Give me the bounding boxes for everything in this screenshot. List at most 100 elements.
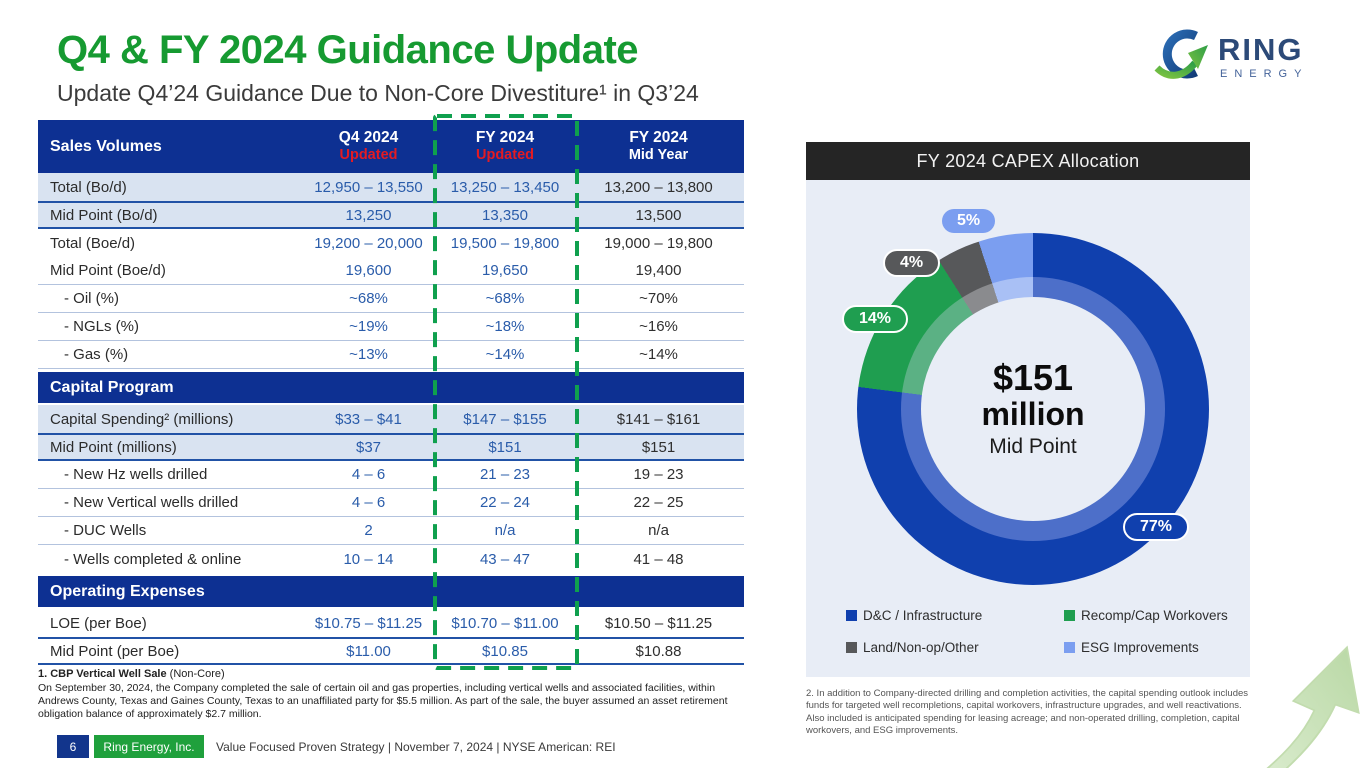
footnote-1: 1. CBP Vertical Well Sale (Non-Core) On …: [38, 668, 744, 721]
cell-value: ~18%: [485, 318, 525, 335]
page-title: Q4 & FY 2024 Guidance Update: [57, 28, 639, 72]
chart-title: FY 2024 CAPEX Allocation: [806, 142, 1250, 180]
table-header-sales-volumes: Sales Volumes: [50, 137, 162, 155]
cell-value: $147 – $155: [463, 410, 547, 428]
guidance-table-body: Total (Bo/d) 12,950 – 13,550 13,250 – 13,4…: [38, 173, 744, 665]
table-row: - Wells completed & online 10 – 14 43 – 47…: [38, 545, 744, 573]
cell-value: 13,500: [635, 206, 682, 224]
slide-footer: 6 Ring Energy, Inc. Value Focused Proven…: [57, 735, 616, 758]
table-header-fy-2024-updated: FY 2024 Updated: [437, 129, 573, 165]
donut-label-esg: 5%: [942, 209, 996, 233]
row-label: - Gas (%): [64, 346, 129, 363]
table-row: Total (Bo/d) 12,950 – 13,550 13,250 – 13,4…: [38, 173, 744, 201]
legend-item: Recomp/Cap Workovers: [1064, 608, 1242, 623]
cell-value: 19 – 23: [633, 466, 684, 483]
cell-value: $151: [641, 438, 676, 456]
cell-value: ~19%: [349, 318, 388, 335]
legend-label: D&C / Infrastructure: [863, 608, 983, 623]
cell-value: 19,500 – 19,800: [450, 234, 560, 252]
cell-value: 19,650: [482, 262, 528, 279]
legend-swatch-icon: [846, 642, 857, 653]
updated-flag: Updated: [339, 147, 398, 164]
footnote-1-title: 1. CBP Vertical Well Sale: [38, 668, 167, 680]
table-section-header: Capital Program: [38, 372, 744, 403]
legend-label: Land/Non-op/Other: [863, 640, 979, 655]
cell-value: 22 – 24: [479, 494, 531, 511]
logo-name: RING: [1218, 31, 1304, 67]
table-row: Total (Boe/d) 19,200 – 20,000 19,500 – 19,…: [38, 229, 744, 257]
donut-label-land: 4%: [883, 249, 941, 277]
donut-label-recomp: 14%: [842, 305, 909, 333]
cell-value: 10 – 14: [343, 550, 394, 568]
table-header-q4-2024: Q4 2024 Updated: [300, 129, 437, 165]
legend-swatch-icon: [846, 610, 857, 621]
donut-label-dc: 77%: [1123, 513, 1190, 541]
cell-value: 22 – 25: [633, 494, 684, 511]
cell-value: 12,950 – 13,550: [314, 178, 423, 196]
row-label: Capital Spending² (millions): [50, 410, 234, 428]
row-label: - NGLs (%): [64, 318, 139, 335]
cell-value: ~14%: [485, 346, 525, 363]
center-value: $151: [992, 356, 1074, 398]
cell-value: 19,200 – 20,000: [314, 234, 423, 252]
row-label: Mid Point (Bo/d): [50, 206, 158, 224]
cell-value: 13,200 – 13,800: [604, 178, 713, 196]
row-label: LOE (per Boe): [50, 614, 147, 632]
page-number: 6: [57, 735, 89, 758]
cell-value: $37: [355, 438, 382, 456]
table-row: Mid Point (per Boe) $11.00 $10.85 $10.88: [38, 637, 744, 665]
cell-value: 13,350: [482, 206, 528, 224]
table-row: Mid Point (Boe/d) 19,600 19,650 19,400: [38, 257, 744, 285]
footnote-2: 2. In addition to Company-directed drill…: [806, 688, 1249, 737]
footnote-1-body: On September 30, 2024, the Company compl…: [38, 682, 728, 721]
cell-value: $10.75 – $11.25: [314, 614, 423, 632]
cell-value: $141 – $161: [616, 410, 701, 428]
legend-label: ESG Improvements: [1081, 640, 1199, 655]
row-label: Mid Point (per Boe): [50, 642, 180, 660]
cell-value: $10.85: [482, 642, 528, 660]
company-badge: Ring Energy, Inc.: [94, 735, 204, 758]
table-header-row: Sales Volumes Q4 2024 Updated FY 2024 Up…: [38, 120, 744, 173]
cell-value: ~68%: [485, 290, 525, 307]
row-label: - DUC Wells: [64, 522, 147, 539]
section-title: Capital Program: [50, 378, 174, 396]
table-row: LOE (per Boe) $10.75 – $11.25 $10.70 – $11…: [38, 609, 744, 637]
legend-item: D&C / Infrastructure: [846, 608, 1064, 623]
section-title: Operating Expenses: [50, 582, 205, 600]
cell-value: 41 – 48: [633, 550, 684, 568]
donut-center: $151 million Mid Point: [921, 297, 1145, 521]
ring-logo-mark-icon: [1152, 26, 1212, 87]
table-row: Capital Spending² (millions) $33 – $41 $14…: [38, 405, 744, 433]
cell-value: $10.88: [635, 642, 682, 660]
table-row: Mid Point (Bo/d) 13,250 13,350 13,500: [38, 201, 744, 229]
chart-legend: D&C / Infrastructure Recomp/Cap Workovers…: [846, 608, 1242, 655]
table-row: - Oil (%) ~68% ~68% ~70%: [38, 285, 744, 313]
guidance-table: Sales Volumes Q4 2024 Updated FY 2024 Up…: [38, 120, 744, 665]
cell-value: $10.50 – $11.25: [604, 614, 713, 632]
cell-value: ~14%: [639, 346, 678, 363]
cell-value: 43 – 47: [479, 550, 531, 568]
legend-label: Recomp/Cap Workovers: [1081, 608, 1228, 623]
cell-value: 2: [364, 522, 373, 539]
cell-value: n/a: [648, 522, 669, 539]
center-label: Mid Point: [989, 434, 1077, 458]
row-label: Mid Point (millions): [50, 438, 177, 456]
cell-value: 13,250 – 13,450: [450, 178, 560, 196]
logo-text: RING ENERGY: [1218, 34, 1308, 80]
cell-value: ~68%: [349, 290, 388, 307]
center-unit: million: [981, 395, 1085, 432]
cell-value: $11.00: [346, 642, 391, 660]
cell-value: ~16%: [639, 318, 678, 335]
table-row: - DUC Wells 2 n/a n/a: [38, 517, 744, 545]
cell-value: 4 – 6: [351, 494, 386, 511]
growth-arrow-icon: [1266, 645, 1360, 768]
table-row: - New Vertical wells drilled 4 – 6 22 – 24…: [38, 489, 744, 517]
capex-chart-panel: FY 2024 CAPEX Allocation $151 million Mi…: [806, 142, 1250, 677]
page-subtitle: Update Q4’24 Guidance Due to Non-Core Di…: [57, 80, 699, 106]
company-logo: RING ENERGY: [1152, 26, 1308, 87]
cell-value: 19,600: [345, 262, 392, 279]
row-label: - Wells completed & online: [64, 550, 242, 568]
cell-value: $151: [488, 438, 522, 456]
footer-tagline: Value Focused Proven Strategy | November…: [216, 739, 616, 754]
